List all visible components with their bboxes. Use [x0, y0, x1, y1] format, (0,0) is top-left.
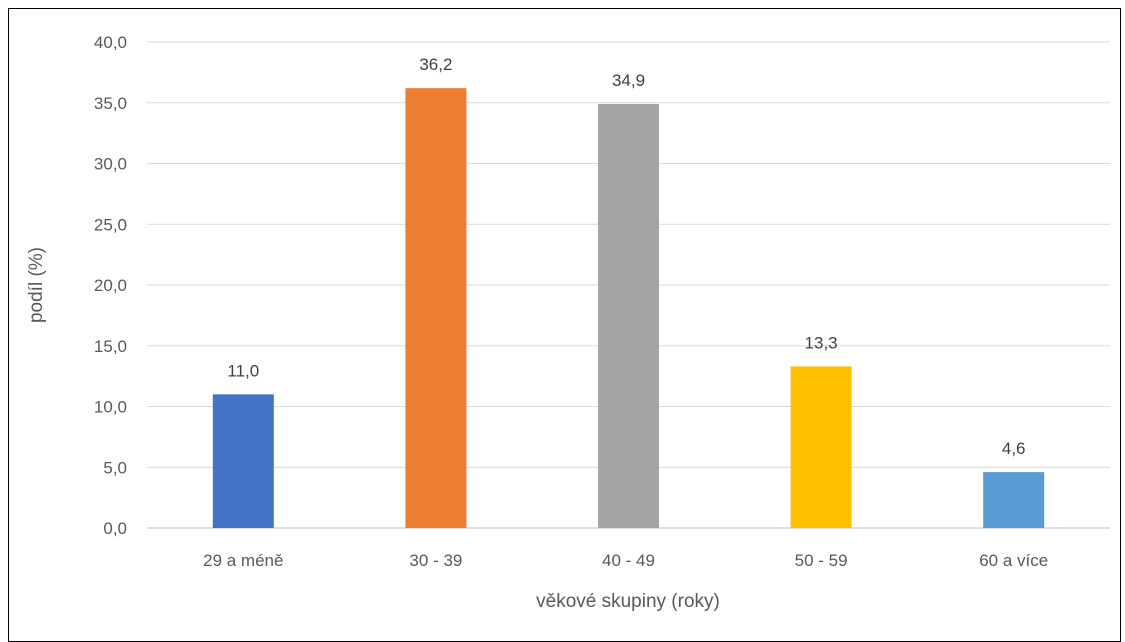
- data-label: 4,6: [1002, 439, 1026, 458]
- bar: [598, 103, 659, 528]
- data-label: 36,2: [419, 55, 452, 74]
- bar: [983, 472, 1045, 528]
- y-tick-label: 25,0: [94, 215, 127, 234]
- chart-frame: [8, 8, 1121, 642]
- bars: [212, 88, 1045, 529]
- y-tick-label: 5,0: [103, 458, 127, 477]
- x-tick-label: 60 a více: [979, 551, 1048, 570]
- data-label: 11,0: [227, 361, 259, 380]
- x-tick-label: 40 - 49: [602, 551, 655, 570]
- bar: [790, 366, 852, 528]
- y-tick-label: 30,0: [94, 155, 127, 174]
- y-axis-ticks: 0,0 5,0 10,0 15,0 20,0 25,0 30,0 35,0 40,0: [94, 33, 127, 538]
- y-axis-title: podíl (%): [26, 247, 47, 323]
- bar: [212, 394, 274, 528]
- bar: [405, 88, 467, 529]
- x-tick-label: 30 - 39: [409, 551, 462, 570]
- y-tick-label: 0,0: [103, 519, 127, 538]
- y-tick-label: 40,0: [94, 33, 127, 52]
- y-tick-label: 20,0: [94, 276, 127, 295]
- x-axis-ticks: 29 a méně 30 - 39 40 - 49 50 - 59 60 a více: [203, 551, 1048, 570]
- data-labels: 11,0 36,2 34,9 13,3 4,6: [227, 55, 1025, 458]
- x-tick-label: 29 a méně: [203, 551, 283, 570]
- x-tick-label: 50 - 59: [795, 551, 848, 570]
- data-label: 34,9: [612, 71, 645, 90]
- x-axis-title: věkové skupiny (roky): [536, 591, 720, 612]
- y-tick-label: 10,0: [94, 398, 127, 417]
- y-tick-label: 35,0: [94, 94, 127, 113]
- data-label: 13,3: [805, 333, 838, 352]
- y-tick-label: 15,0: [94, 337, 127, 356]
